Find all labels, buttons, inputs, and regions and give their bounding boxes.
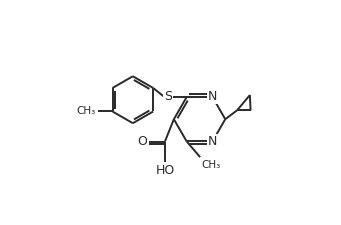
Text: N: N [208,135,217,148]
Text: CH₃: CH₃ [76,106,96,117]
Text: CH₃: CH₃ [201,160,221,171]
Text: S: S [164,90,172,104]
Text: O: O [137,135,147,148]
Text: N: N [208,90,217,104]
Text: HO: HO [155,164,175,177]
